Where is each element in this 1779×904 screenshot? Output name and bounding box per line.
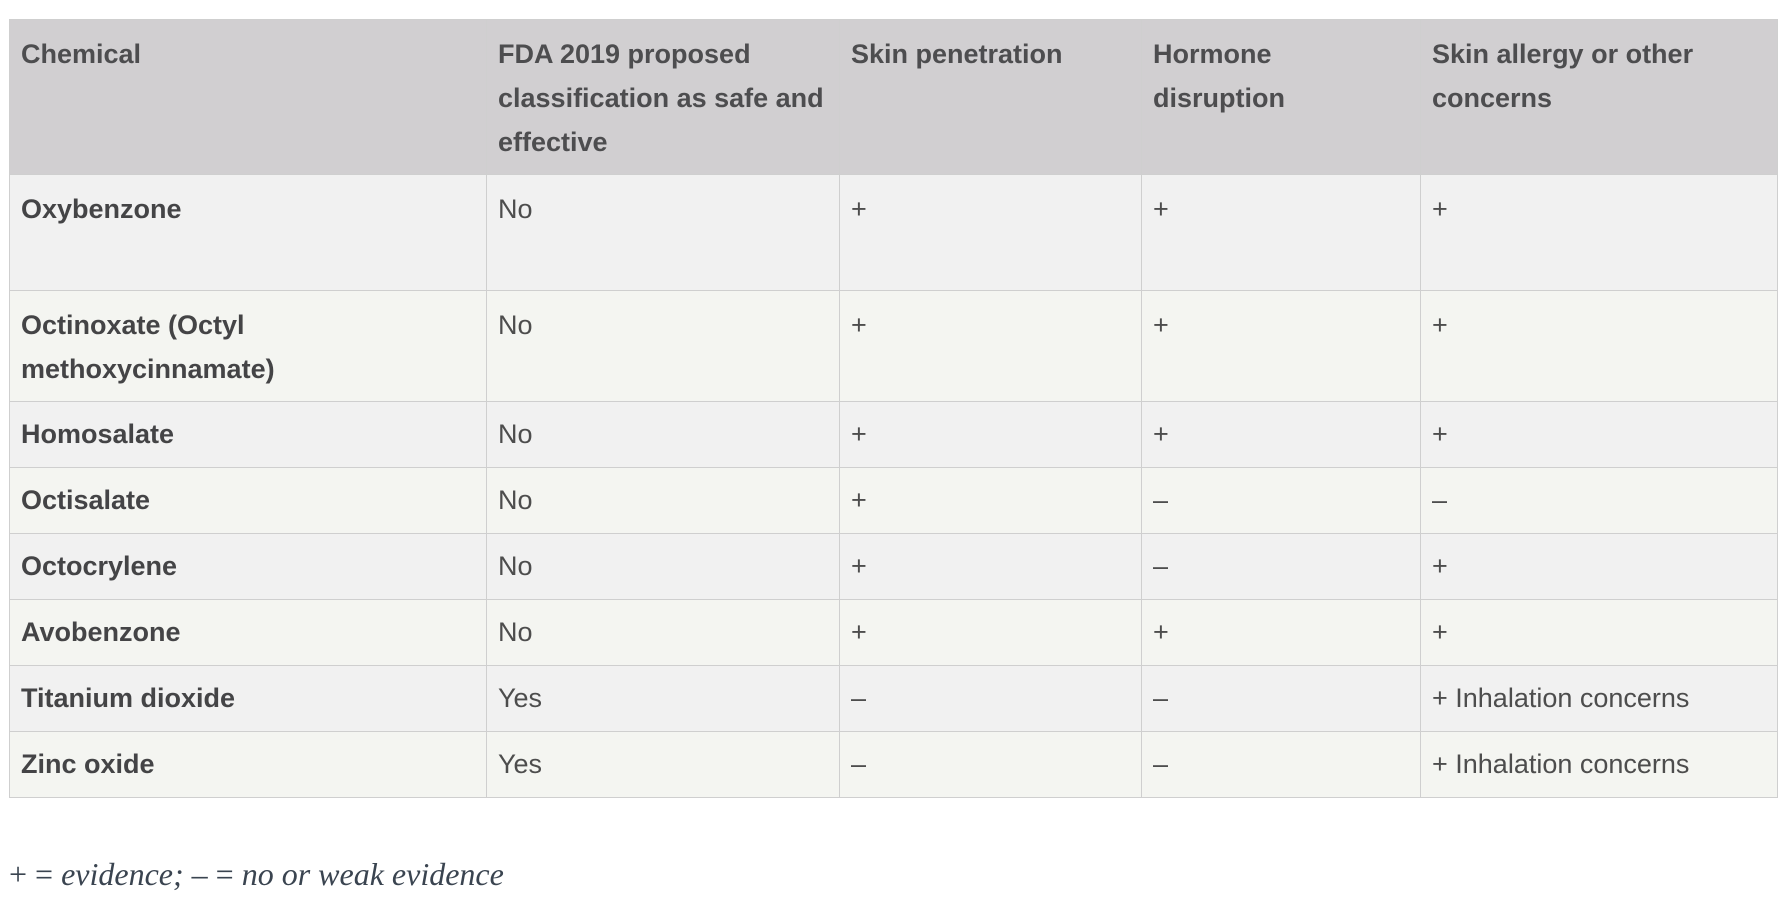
fda-classification-cell: No [486,401,840,468]
table-row: Octocrylene No + – + [9,533,1778,600]
header-chemical: Chemical [9,19,487,175]
skin-penetration-cell: + [839,467,1142,534]
hormone-disruption-cell: + [1141,401,1421,468]
fda-classification-cell: Yes [486,665,840,732]
skin-allergy-cell: + [1420,533,1778,600]
hormone-disruption-cell: + [1141,599,1421,666]
table-row: Octinoxate (Octyl methoxycinnamate) No +… [9,290,1778,402]
fda-classification-cell: No [486,174,840,291]
fda-classification-cell: No [486,290,840,402]
table-row: Avobenzone No + + + [9,599,1778,666]
header-fda-classification: FDA 2019 proposed classification as safe… [486,19,840,175]
header-hormone-disruption: Hormone disruption [1141,19,1421,175]
hormone-disruption-cell: – [1141,731,1421,798]
skin-allergy-cell: + [1420,401,1778,468]
table-row: Oxybenzone No + + + [9,174,1778,291]
chemical-name: Homosalate [9,401,487,468]
skin-allergy-cell: – [1420,467,1778,534]
table-row: Homosalate No + + + [9,401,1778,468]
hormone-disruption-cell: – [1141,467,1421,534]
header-row: Chemical FDA 2019 proposed classificatio… [9,19,1778,175]
header-skin-allergy: Skin allergy or other concerns [1420,19,1778,175]
skin-penetration-cell: + [839,401,1142,468]
chemical-name: Zinc oxide [9,731,487,798]
sunscreen-chemicals-table-wrapper: Chemical FDA 2019 proposed classificatio… [9,19,1778,798]
legend-plus-text: evidence; [61,856,192,892]
chemical-name: Oxybenzone [9,174,487,291]
skin-penetration-cell: + [839,599,1142,666]
fda-classification-cell: Yes [486,731,840,798]
hormone-disruption-cell: – [1141,533,1421,600]
table-row: Octisalate No + – – [9,467,1778,534]
hormone-disruption-cell: + [1141,290,1421,402]
fda-classification-cell: No [486,599,840,666]
legend-minus-text: no or weak evidence [241,856,504,892]
skin-allergy-cell: + [1420,174,1778,291]
legend-plus-symbol: + = [9,856,62,892]
skin-penetration-cell: + [839,533,1142,600]
table-body: Oxybenzone No + + + Octinoxate (Octyl me… [9,174,1778,798]
skin-allergy-cell: + Inhalation concerns [1420,731,1778,798]
header-skin-penetration: Skin penetration [839,19,1142,175]
chemical-name: Avobenzone [9,599,487,666]
skin-allergy-cell: + [1420,599,1778,666]
skin-penetration-cell: + [839,174,1142,291]
sunscreen-chemicals-table: Chemical FDA 2019 proposed classificatio… [9,19,1778,798]
table-row: Titanium dioxide Yes – – + Inhalation co… [9,665,1778,732]
legend-minus-symbol: – = [191,856,242,892]
table-legend-footnote: + = evidence; – = no or weak evidence [9,856,504,893]
fda-classification-cell: No [486,467,840,534]
skin-allergy-cell: + Inhalation concerns [1420,665,1778,732]
table-header: Chemical FDA 2019 proposed classificatio… [9,19,1778,175]
skin-penetration-cell: – [839,731,1142,798]
hormone-disruption-cell: – [1141,665,1421,732]
skin-penetration-cell: + [839,290,1142,402]
fda-classification-cell: No [486,533,840,600]
chemical-name: Octisalate [9,467,487,534]
skin-penetration-cell: – [839,665,1142,732]
hormone-disruption-cell: + [1141,174,1421,291]
chemical-name: Octinoxate (Octyl methoxycinnamate) [9,290,487,402]
table-row: Zinc oxide Yes – – + Inhalation concerns [9,731,1778,798]
chemical-name: Octocrylene [9,533,487,600]
chemical-name: Titanium dioxide [9,665,487,732]
skin-allergy-cell: + [1420,290,1778,402]
